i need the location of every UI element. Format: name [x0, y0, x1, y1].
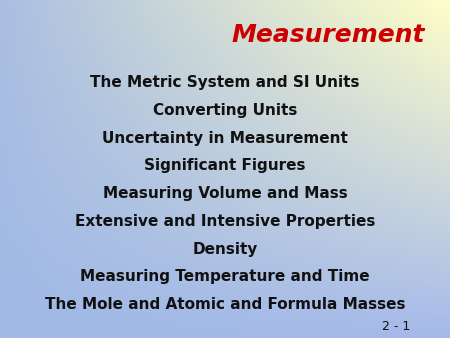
Text: Measurement: Measurement	[232, 23, 425, 48]
Text: Significant Figures: Significant Figures	[144, 159, 306, 173]
Text: The Metric System and SI Units: The Metric System and SI Units	[90, 75, 360, 90]
Text: The Mole and Atomic and Formula Masses: The Mole and Atomic and Formula Masses	[45, 297, 405, 312]
Text: Measuring Temperature and Time: Measuring Temperature and Time	[80, 269, 370, 284]
Text: Uncertainty in Measurement: Uncertainty in Measurement	[102, 131, 348, 146]
Text: Converting Units: Converting Units	[153, 103, 297, 118]
Text: 2 - 1: 2 - 1	[382, 320, 410, 333]
Text: Extensive and Intensive Properties: Extensive and Intensive Properties	[75, 214, 375, 229]
Text: Measuring Volume and Mass: Measuring Volume and Mass	[103, 186, 347, 201]
Text: Density: Density	[192, 242, 258, 257]
